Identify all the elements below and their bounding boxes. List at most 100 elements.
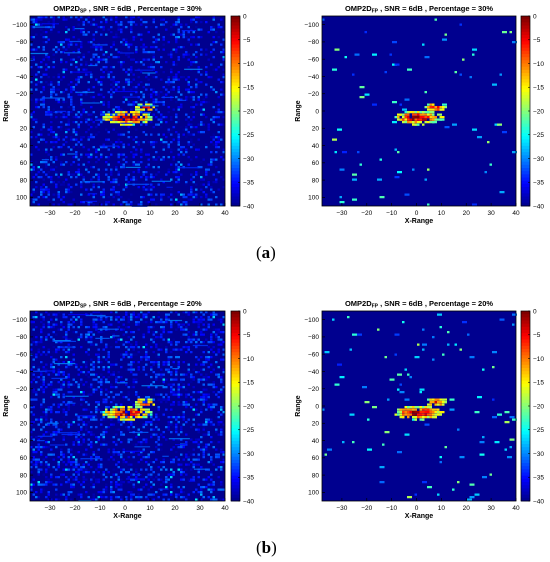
x-tick-label: 40 [512, 505, 520, 512]
x-tick-label: −10 [386, 210, 397, 217]
colorbar-tick-label: −30 [533, 156, 544, 163]
y-tick-label: −100 [12, 22, 27, 29]
y-axis-label: Range [295, 100, 302, 122]
colorbar-tick-label: −15 [243, 380, 254, 387]
colorbar-tick-label: −35 [243, 180, 254, 187]
heatmap-cells [30, 16, 225, 207]
x-tick-label: 10 [146, 505, 154, 512]
y-tick-label: 60 [20, 160, 28, 167]
x-tick-label: −20 [361, 505, 372, 512]
x-tick-label: 0 [123, 505, 127, 512]
y-tick-label: −60 [308, 351, 319, 358]
colorbar-tick-label: −15 [533, 85, 544, 92]
y-tick-label: −80 [308, 39, 319, 46]
colorbar-tick-label: 0 [243, 13, 247, 20]
x-axis-label: X-Range [405, 218, 434, 225]
y-tick-label: −60 [16, 351, 27, 358]
x-tick-label: −20 [69, 505, 80, 512]
y-tick-label: 60 [312, 455, 320, 462]
y-tick-label: −100 [12, 317, 27, 324]
chart-title: OMP2DSP , SNR = 6dB , Percentage = 20% [53, 299, 202, 310]
y-tick-label: −20 [308, 386, 319, 393]
y-axis-label: Range [3, 395, 10, 417]
colorbar: 0 −5 −10 −15 −20 −25 −30 −35 −40 [520, 308, 544, 505]
colorbar-tick-label: −20 [533, 403, 544, 410]
y-tick-label: 20 [20, 126, 28, 133]
colorbar-tick-label: −40 [533, 203, 544, 210]
x-tick-label: 30 [488, 210, 496, 217]
y-tick-label: 80 [20, 177, 28, 184]
colorbar-tick-label: −10 [243, 356, 254, 363]
chart-title: OMP2DFP , SNR = 6dB , Percentage = 20% [345, 299, 493, 310]
y-tick-label: 80 [312, 177, 320, 184]
colorbar-tick-label: −25 [243, 427, 254, 434]
colorbar-tick-label: 0 [533, 13, 537, 20]
x-tick-label: 10 [438, 210, 446, 217]
y-tick-label: 100 [308, 490, 319, 497]
x-tick-label: 20 [463, 505, 471, 512]
y-tick-label: 20 [20, 421, 28, 428]
x-tick-label: 40 [512, 210, 520, 217]
colorbar-tick-label: −35 [533, 475, 544, 482]
y-tick-label: 0 [23, 403, 27, 410]
x-tick-label: −10 [94, 210, 105, 217]
colorbar-tick-label: −25 [243, 132, 254, 139]
chart-panel-3: −30 −20 −10 0 10 20 30 40−100−80−60−40−20020406… [295, 299, 544, 520]
y-tick-label: 100 [308, 195, 319, 202]
x-tick-label: 30 [488, 505, 496, 512]
colorbar-tick-label: −5 [243, 37, 251, 44]
colorbar-tick-label: −5 [533, 332, 541, 339]
x-tick-label: −30 [44, 210, 55, 217]
y-axis-label: Range [295, 395, 302, 417]
colorbar: 0 −5 −10 −15 −20 −25 −30 −35 −40 [520, 13, 544, 210]
y-tick-label: −40 [16, 369, 27, 376]
heatmap-cells [322, 313, 517, 501]
colorbar-tick-label: −10 [243, 61, 254, 68]
y-tick-label: 80 [312, 472, 320, 479]
y-tick-label: −40 [308, 74, 319, 81]
y-tick-label: −40 [308, 369, 319, 376]
y-tick-label: −40 [16, 74, 27, 81]
y-tick-label: 40 [20, 438, 28, 445]
x-tick-label: −10 [94, 505, 105, 512]
y-tick-label: 20 [312, 421, 320, 428]
chart-panel-2: −30 −20 −10 0 10 20 30 40−100−80−60−40−20020406… [3, 299, 254, 520]
colorbar-tick-label: −35 [533, 180, 544, 187]
y-tick-label: 60 [20, 455, 28, 462]
x-tick-label: 30 [196, 505, 204, 512]
y-tick-label: 40 [312, 438, 320, 445]
x-tick-label: 0 [415, 210, 419, 217]
x-tick-label: −30 [336, 505, 347, 512]
heatmap-cells [322, 18, 517, 206]
x-tick-label: −10 [386, 505, 397, 512]
y-tick-label: 0 [315, 403, 319, 410]
y-tick-label: 100 [16, 490, 27, 497]
y-tick-label: −20 [16, 386, 27, 393]
x-tick-label: −20 [69, 210, 80, 217]
x-axis-label: X-Range [405, 513, 434, 520]
colorbar: 0 −5 −10 −15 −20 −25 −30 −35 −40 [230, 13, 254, 210]
y-tick-label: −100 [304, 317, 319, 324]
colorbar-tick-label: −5 [533, 37, 541, 44]
y-tick-label: 100 [16, 195, 27, 202]
chart-title: OMP2DSP , SNR = 6dB , Percentage = 30% [53, 4, 202, 15]
colorbar-tick-label: −40 [533, 498, 544, 505]
colorbar-tick-label: −15 [533, 380, 544, 387]
colorbar-tick-label: −20 [243, 108, 254, 115]
colorbar-tick-label: −15 [243, 85, 254, 92]
y-tick-label: 0 [23, 108, 27, 115]
x-tick-label: −30 [336, 210, 347, 217]
y-tick-label: 60 [312, 160, 320, 167]
colorbar-tick-label: −10 [533, 356, 544, 363]
y-tick-label: 20 [312, 126, 320, 133]
colorbar-tick-label: −20 [533, 108, 544, 115]
x-axis-label: X-Range [113, 218, 142, 225]
y-tick-label: 40 [312, 143, 320, 150]
x-tick-label: 30 [196, 210, 204, 217]
chart-panel-0: −30 −20 −10 0 10 20 30 40−100−80−60−40−20020406… [3, 4, 254, 225]
colorbar-tick-label: 0 [243, 308, 247, 315]
x-tick-label: 10 [438, 505, 446, 512]
colorbar-tick-label: −30 [533, 451, 544, 458]
x-tick-label: −30 [44, 505, 55, 512]
